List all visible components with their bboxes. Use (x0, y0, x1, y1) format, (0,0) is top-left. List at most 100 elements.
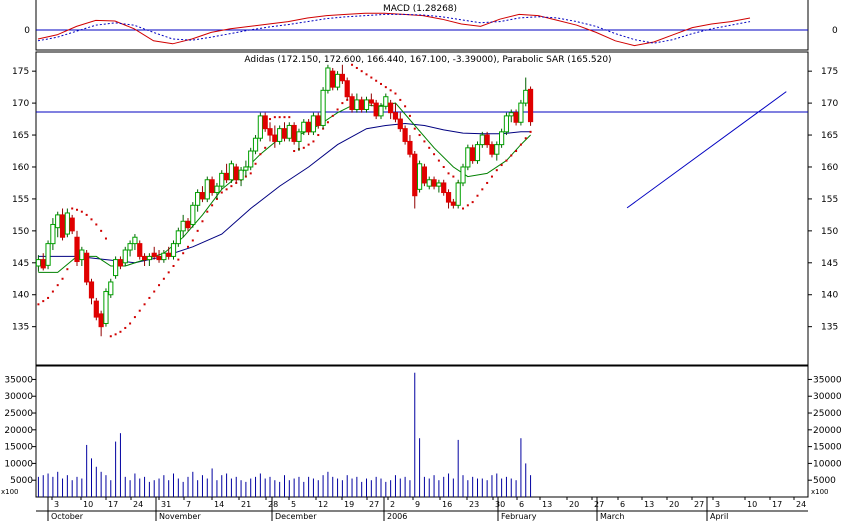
psar-dot (201, 220, 204, 223)
psar-dot (196, 229, 199, 232)
price-tick-label: 155 (12, 195, 29, 205)
volume-tick-label: 15000 (4, 443, 33, 453)
candle-down (445, 192, 452, 203)
psar-dot (351, 63, 354, 66)
psar-dot (519, 143, 522, 146)
volume-tick-label: 35000 (813, 375, 842, 385)
candle-up (122, 249, 128, 264)
candle-down (441, 182, 447, 194)
psar-dot (153, 290, 156, 293)
psar-dot (365, 73, 368, 76)
x-axis: 3 10 17 24 31 7 14 21 28 5 12 19 27 2 9 16 23 30 6 13 20 27 6 1… (36, 497, 808, 521)
x-day-label: 6 (620, 500, 625, 509)
candle-down (344, 80, 350, 98)
psar-dot (56, 284, 59, 287)
candle-down (262, 115, 268, 130)
candle-up (252, 137, 259, 152)
price-title: Adidas (172.150, 172.600, 166.440, 167.1… (244, 55, 611, 65)
psar-dot (104, 237, 107, 240)
psar-dot (172, 264, 175, 267)
candle-down (98, 313, 104, 328)
x-day-label: 24 (796, 500, 806, 509)
psar-dot (148, 296, 151, 299)
psar-dot (495, 169, 498, 172)
psar-dot (355, 66, 358, 69)
candle-down (421, 166, 428, 184)
x-day-label: 20 (669, 500, 679, 509)
x-day-label: 27 (694, 500, 704, 509)
volume-tick-label: 10000 (813, 459, 842, 469)
candle-down (93, 300, 99, 318)
x-day-label: 5 (291, 500, 296, 509)
psar-dot (336, 108, 339, 111)
psar-dot (158, 284, 161, 287)
candle-down (59, 214, 66, 238)
psar-dot (162, 277, 165, 280)
psar-dot (264, 146, 267, 149)
candle-up (416, 163, 423, 190)
candle-up (132, 236, 138, 245)
psar-dot (51, 290, 54, 293)
psar-dot (326, 121, 329, 124)
psar-dot (370, 76, 373, 79)
price-tick-label: 170 (12, 99, 29, 109)
candle-up (146, 255, 152, 261)
candle-up (455, 182, 461, 206)
candle-up (460, 166, 466, 184)
candle-up (310, 115, 317, 133)
psar-dot (133, 316, 136, 319)
psar-dot (404, 105, 407, 108)
macd-panel: MACD (1.28268) 0 0 (24, 0, 838, 51)
psar-dot (399, 98, 402, 101)
candles (35, 64, 534, 337)
candle-up (204, 179, 210, 200)
candle-up (228, 163, 235, 181)
candle-down (527, 88, 534, 123)
candle-up (378, 105, 384, 117)
x-day-label: 12 (318, 500, 328, 509)
psar-dot (302, 146, 305, 149)
candle-down (151, 252, 157, 257)
psar-dot (288, 116, 291, 119)
candle-up (219, 172, 225, 187)
candle-down (281, 128, 288, 139)
psar-dot (360, 70, 363, 73)
psar-dot (61, 277, 64, 280)
price-frame (35, 51, 809, 366)
psar-dot (124, 326, 127, 329)
x-day-label: 10 (83, 500, 93, 509)
psar-dot (259, 153, 262, 156)
macd-zero-label-left: 0 (24, 26, 30, 36)
x-day-label: 21 (241, 500, 251, 509)
candle-down (359, 99, 365, 110)
volume-tick-label: 35000 (4, 375, 33, 385)
candle-up (465, 147, 471, 168)
candle-down (450, 201, 456, 206)
psar-dot (80, 210, 83, 213)
x-day-label: 19 (344, 500, 354, 509)
candle-down (84, 252, 90, 283)
x-day-label: 24 (133, 500, 143, 509)
x-day-label: 14 (214, 500, 224, 509)
psar-dot (437, 159, 440, 162)
price-tick-label: 175 (821, 67, 838, 77)
candle-down (470, 147, 476, 162)
price-tick-label: 140 (821, 291, 838, 301)
candle-up (45, 243, 51, 266)
candle-down (513, 112, 519, 123)
price-tick-label: 160 (821, 163, 838, 173)
candle-down (484, 134, 490, 146)
x-day-label: 23 (469, 500, 479, 509)
candle-down (397, 118, 403, 130)
x-day-label: 20 (569, 500, 579, 509)
psar-dot (462, 207, 465, 210)
psar-dot (177, 258, 180, 261)
psar-dot (408, 114, 411, 117)
price-tick-label: 135 (821, 323, 838, 333)
macd-series-signal (37, 13, 751, 44)
price-tick-label: 155 (821, 195, 838, 205)
candle-up (79, 249, 85, 261)
x-day-label: 13 (542, 500, 552, 509)
x-month-label: April (710, 512, 728, 521)
